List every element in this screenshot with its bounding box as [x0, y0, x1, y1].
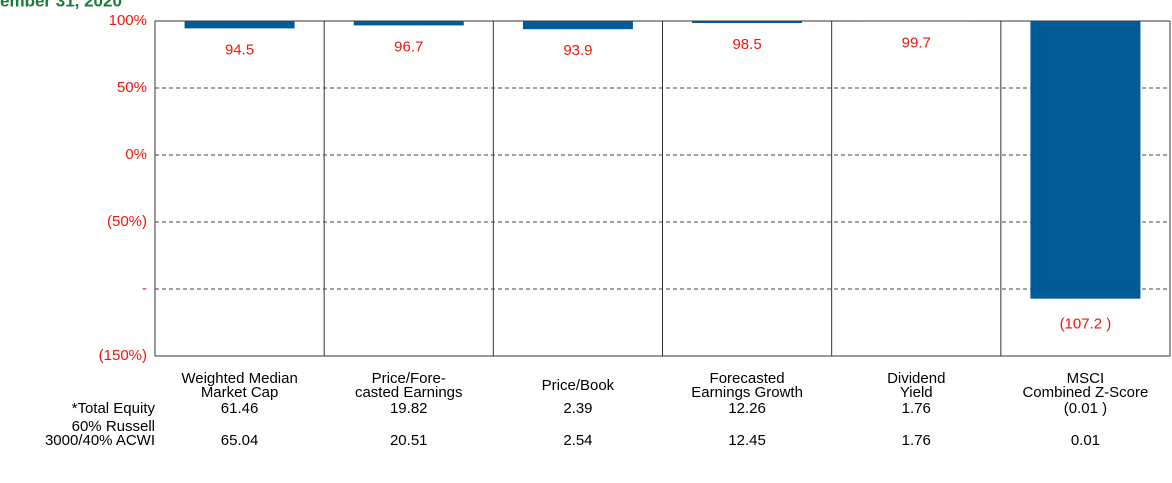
value-label: (107.2 ) [1060, 316, 1112, 333]
table-cell: 65.04 [221, 432, 259, 449]
row-label: 60% Russell 3000/40% ACWI [45, 418, 155, 449]
bar [692, 21, 803, 24]
chart-title: ember 31, 2020 [0, 0, 122, 10]
table-cell: 2.54 [563, 432, 592, 449]
x-tick-label: Weighted Median Market Cap [181, 370, 297, 401]
x-tick-label: Dividend Yield [887, 370, 945, 401]
table-cell: 2.39 [563, 400, 592, 417]
bar [184, 21, 295, 29]
value-label: 96.7 [394, 38, 423, 55]
y-tick-label: 100% [109, 12, 147, 29]
table-cell: 12.45 [728, 432, 766, 449]
y-tick-label: - [142, 280, 147, 297]
bar [1030, 21, 1141, 299]
y-tick-label: 0% [125, 146, 147, 163]
table-cell: 19.82 [390, 400, 428, 417]
x-tick-label: Price/Fore-casted Earnings [355, 370, 463, 401]
table-cell: 61.46 [221, 400, 259, 417]
table-cell: 12.26 [728, 400, 766, 417]
y-tick-label: 50% [117, 79, 147, 96]
x-tick-label: MSCI Combined Z-Score [1022, 370, 1148, 401]
table-cell: 0.01 [1071, 432, 1100, 449]
value-label: 93.9 [563, 42, 592, 59]
value-label: 99.7 [902, 34, 931, 51]
table-cell: 20.51 [390, 432, 428, 449]
x-tick-label: Price/Book [542, 377, 615, 394]
y-tick-label: (50%) [107, 213, 147, 230]
table-cell: (0.01 ) [1064, 400, 1107, 417]
bar [522, 21, 633, 30]
bar [353, 21, 464, 26]
value-label: 94.5 [225, 41, 254, 58]
y-tick-label: (150%) [99, 347, 147, 364]
row-label: *Total Equity [72, 400, 156, 417]
table-cell: 1.76 [902, 432, 931, 449]
table-cell: 1.76 [902, 400, 931, 417]
x-tick-label: Forecasted Earnings Growth [691, 370, 803, 401]
value-label: 98.5 [732, 36, 761, 53]
